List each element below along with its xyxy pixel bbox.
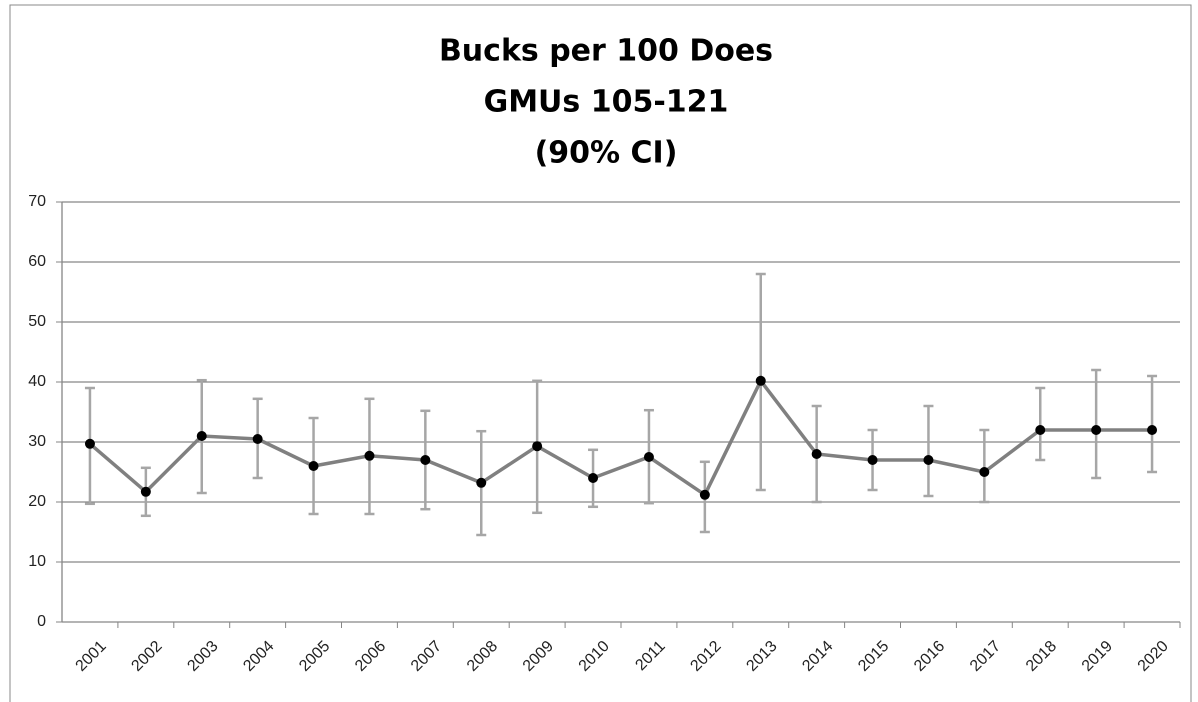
x-tick-label: 2015: [855, 638, 892, 675]
chart-title: (90% CI): [535, 136, 678, 171]
data-point: [755, 375, 766, 386]
data-point: [1091, 425, 1102, 435]
chart-frame: [9, 4, 1192, 702]
data-point: [923, 455, 934, 465]
x-tick-label: 2018: [1023, 638, 1060, 675]
y-tick-label: 10: [28, 553, 46, 570]
y-tick-label: 40: [28, 373, 46, 390]
data-point: [979, 467, 990, 477]
x-tick-label: 2017: [967, 638, 1004, 675]
x-tick-label: 2001: [73, 638, 110, 675]
x-tick-label: 2014: [799, 638, 836, 675]
data-point: [420, 455, 431, 465]
x-tick-label: 2020: [1135, 638, 1172, 675]
chart-title: Bucks per 100 Does: [439, 34, 773, 69]
x-tick-label: 2002: [128, 638, 165, 675]
data-point: [140, 486, 151, 497]
y-tick-label: 30: [28, 433, 46, 450]
data-point: [308, 461, 319, 471]
data-point: [364, 450, 375, 461]
data-point: [84, 438, 95, 449]
x-tick-label: 2004: [240, 638, 277, 675]
y-tick-label: 70: [28, 193, 46, 210]
chart-title: GMUs 105-121: [484, 85, 729, 120]
y-tick-label: 60: [28, 253, 46, 270]
y-tick-label: 0: [37, 613, 46, 630]
y-tick-label: 50: [28, 313, 46, 330]
y-tick-label: 20: [28, 493, 46, 510]
x-tick-label: 2007: [408, 638, 445, 675]
data-point: [699, 489, 710, 500]
x-tick-label: 2016: [911, 638, 948, 675]
x-tick-label: 2006: [352, 638, 389, 675]
x-tick-label: 2019: [1079, 638, 1116, 675]
x-tick-label: 2003: [184, 638, 221, 675]
data-point: [252, 434, 263, 444]
data-point: [1147, 425, 1158, 435]
x-tick-label: 2010: [576, 638, 613, 675]
series-line: [88, 377, 1153, 498]
x-tick-label: 2011: [632, 638, 668, 674]
data-point: [643, 452, 654, 462]
data-point: [1035, 425, 1046, 435]
data-point: [588, 473, 599, 483]
x-tick-label: 2005: [296, 638, 333, 675]
x-tick-label: 2013: [743, 638, 780, 675]
data-point: [867, 455, 878, 465]
x-tick-label: 2009: [520, 638, 557, 675]
data-point: [532, 441, 543, 452]
data-point: [476, 477, 487, 488]
data-point: [811, 449, 822, 459]
x-tick-label: 2008: [464, 638, 501, 675]
data-point: [196, 431, 207, 441]
x-tick-label: 2012: [687, 638, 724, 675]
